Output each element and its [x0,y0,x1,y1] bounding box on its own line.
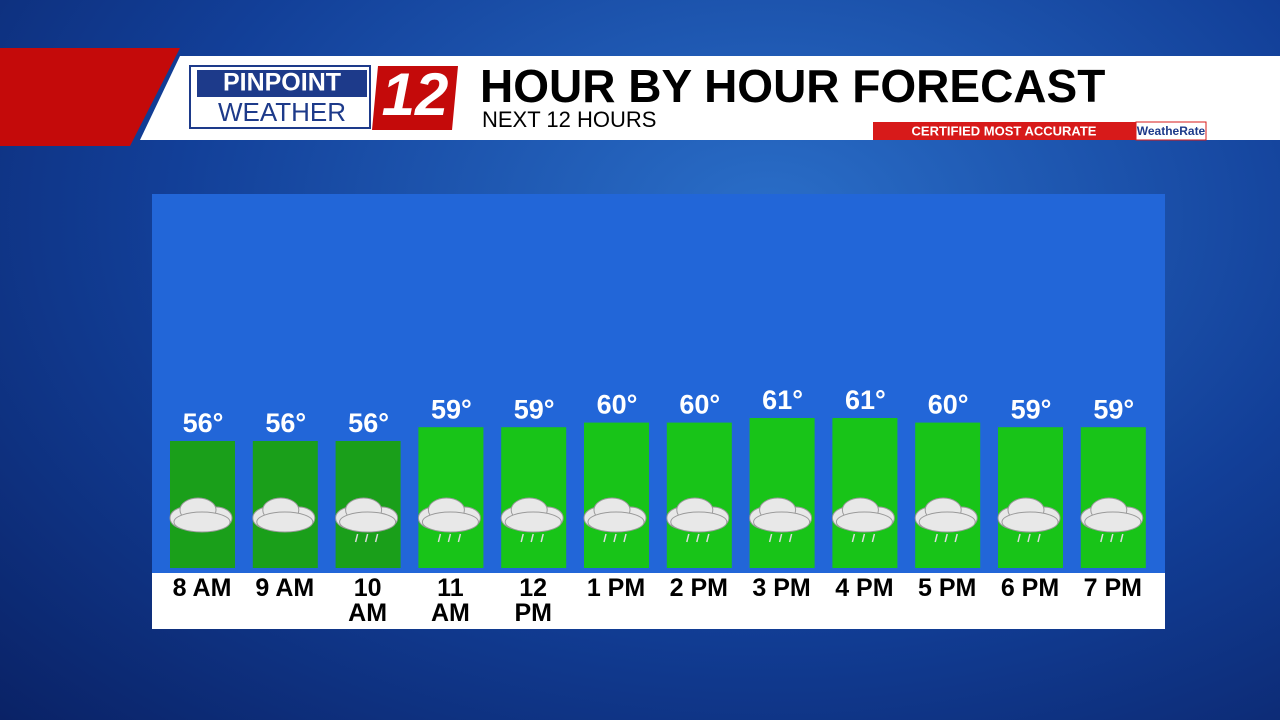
bar [998,427,1063,568]
rain-drop [788,533,793,543]
brand-bottom: WEATHER [218,97,346,127]
badge-text: CERTIFIED MOST ACCURATE [912,123,1097,138]
channel-box [372,66,458,130]
value-label: 59° [514,394,555,424]
rain-drop [520,533,524,543]
x-tick-label: 3 PM [752,574,811,602]
bar [1080,427,1146,568]
cloud-icon [587,511,645,533]
value-label: 60° [928,390,969,420]
x-tick-label: 2 PM [669,574,728,602]
cloud-icon [339,511,397,533]
bar [666,422,732,568]
value-label: 56° [348,408,389,438]
x-tick-label: 11 AM [430,574,470,627]
rain-drop [374,533,379,543]
cloud-icon [753,511,811,533]
bar [915,422,981,568]
x-tick-label: 7 PM [1083,574,1142,602]
rain-drop [1017,533,1021,543]
cloud-icon [918,511,976,533]
x-tick-label: 10 AM [348,574,388,627]
rain-drop [1037,533,1041,543]
cloud-icon [670,511,728,533]
x-tick-label: 8 AM [172,574,232,602]
value-label: 59° [1093,394,1134,424]
rain-drop [540,533,544,543]
bar [584,422,649,568]
value-label: 61° [845,385,886,415]
cloud-icon [504,511,562,533]
cloud-icon [1001,511,1059,533]
x-tick-label: 1 PM [586,574,646,602]
rain-drop [530,533,534,543]
cloud-icon [421,511,479,533]
cloud-icon [173,511,231,533]
rain-drop [871,533,876,543]
rain-drop [1027,533,1031,543]
rain-drop [944,533,948,543]
value-label: 59° [1011,394,1052,424]
value-label: 56° [183,408,224,438]
rain-drop [934,533,938,543]
brand-top: PINPOINT [223,69,341,97]
rain-drop [1110,533,1114,543]
rain-drop [613,533,617,543]
rain-drop [954,533,958,543]
bar [749,418,815,568]
rain-drop [354,533,359,543]
cloud-icon [835,511,893,533]
logo-top [197,70,367,97]
cloud-icon [256,511,314,533]
value-label: 61° [762,385,803,415]
chart-subtitle: NEXT 12 HOURS [482,107,656,132]
bar [418,427,484,568]
rain-drop [437,533,442,543]
red-stripe [0,48,180,146]
label-strip [152,573,1165,629]
rain-drop [1120,533,1124,543]
bar [501,427,567,568]
cloud-icon [1084,511,1142,533]
badge-brand-box [1135,121,1207,141]
rain-drop [623,533,627,543]
rain-drop [768,533,773,543]
rain-drop [603,533,607,543]
rain-drop [706,533,710,543]
rain-drop [696,533,700,543]
channel: 12 [382,61,449,128]
value-label: 60° [679,390,720,420]
x-tick-label: 12 PM [514,574,552,627]
rain-drop [851,533,856,543]
rain-drop [686,533,690,543]
x-tick-label: 4 PM [835,574,894,602]
value-label: 60° [597,390,638,420]
x-tick-label: 5 PM [918,574,977,602]
chart-title: HOUR BY HOUR FORECAST [480,60,1105,112]
rain-drop [861,533,866,543]
x-tick-label: 9 AM [255,574,315,602]
value-label: 56° [265,408,306,438]
rain-drop [447,533,452,543]
x-tick-label: 6 PM [1000,574,1060,602]
value-label: 59° [431,394,472,424]
bar [832,418,898,568]
rain-drop [1100,533,1104,543]
rain-drop [364,533,369,543]
rain-drop [457,533,462,543]
rain-drop [778,533,783,543]
badge-brand: WeatheRate [1137,124,1206,138]
badge [873,122,1136,140]
chart-panel [152,194,1165,573]
